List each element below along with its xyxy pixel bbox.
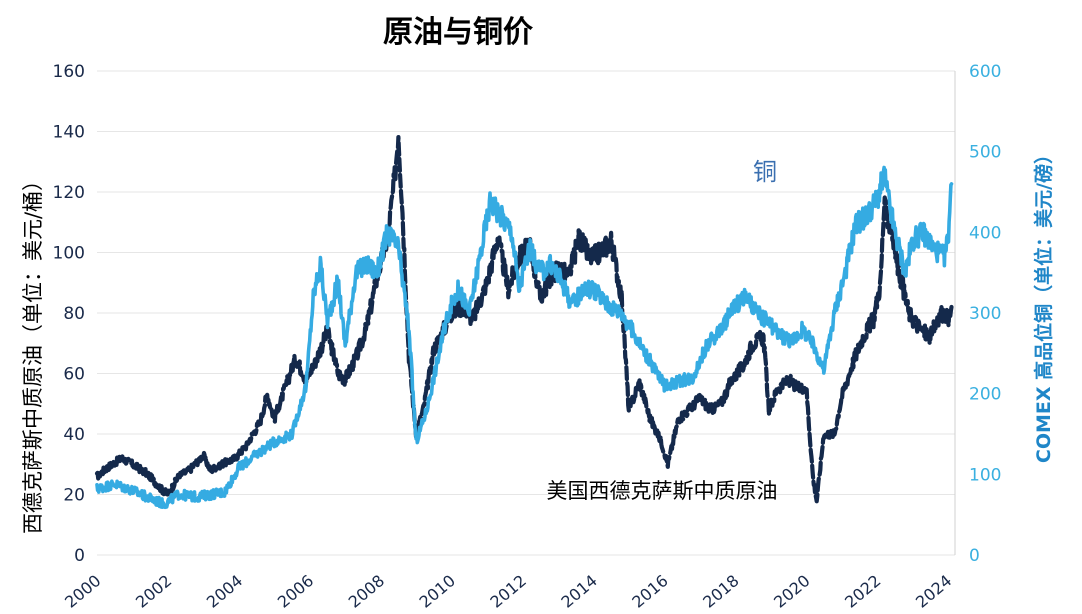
x-tick-label: 2006 bbox=[274, 571, 317, 612]
series-group bbox=[94, 135, 954, 510]
x-tick-label: 2016 bbox=[628, 571, 671, 612]
y-tick-label-right: 400 bbox=[969, 223, 1001, 243]
y-tick-label-left: 80 bbox=[63, 304, 85, 324]
x-tick-label: 2024 bbox=[912, 571, 955, 612]
x-tick-label: 2012 bbox=[487, 571, 530, 612]
y-tick-label-right: 600 bbox=[969, 62, 1001, 82]
x-tick-label: 2014 bbox=[557, 571, 600, 612]
y-tick-label-left: 140 bbox=[53, 123, 85, 143]
x-axis-ticks: 2000 2002 2004 2006 2008 2010 2012 2014 2016 2018… bbox=[61, 571, 955, 612]
x-tick-label: 2010 bbox=[416, 571, 459, 612]
right-axis-ticks: 0 100 200 300 400 500 600 bbox=[969, 62, 1001, 566]
y-tick-label-left: 40 bbox=[63, 425, 85, 445]
x-tick-label: 2018 bbox=[699, 571, 742, 612]
y-axis-label-left: 西德克萨斯中质原油（单位：美元/桶） bbox=[21, 170, 45, 534]
x-tick-label: 2020 bbox=[770, 571, 813, 612]
y-tick-label-right: 0 bbox=[969, 546, 980, 566]
x-tick-label: 2002 bbox=[132, 571, 175, 612]
y-tick-label-left: 20 bbox=[63, 486, 85, 506]
y-tick-label-left: 100 bbox=[53, 244, 85, 264]
gridlines bbox=[97, 70, 956, 556]
y-tick-label-right: 200 bbox=[969, 385, 1001, 405]
x-tick-label: 2022 bbox=[841, 571, 884, 612]
series-line-copper bbox=[95, 165, 954, 510]
y-tick-label-left: 160 bbox=[53, 62, 85, 82]
x-tick-label: 2004 bbox=[203, 571, 246, 612]
y-tick-label-right: 300 bbox=[969, 304, 1001, 324]
y-tick-label-left: 60 bbox=[63, 365, 85, 385]
y-axis-label-right: COMEX 高品位铜（单位：美元/磅） bbox=[1032, 145, 1055, 463]
x-tick-label: 2008 bbox=[345, 571, 388, 612]
y-tick-label-left: 120 bbox=[53, 183, 85, 203]
copper-annotation: 铜 bbox=[753, 158, 777, 186]
y-tick-label-right: 100 bbox=[969, 465, 1001, 485]
series-line-wti-oil bbox=[94, 135, 954, 504]
y-tick-label-left: 0 bbox=[74, 546, 85, 566]
x-tick-label: 2000 bbox=[61, 571, 104, 612]
y-tick-label-right: 500 bbox=[969, 143, 1001, 163]
chart-title: 原油与铜价 bbox=[383, 15, 533, 50]
left-axis-ticks: 0 20 40 60 80 100 120 140 160 bbox=[53, 62, 85, 566]
oil-annotation: 美国西德克萨斯中质原油 bbox=[547, 479, 778, 503]
